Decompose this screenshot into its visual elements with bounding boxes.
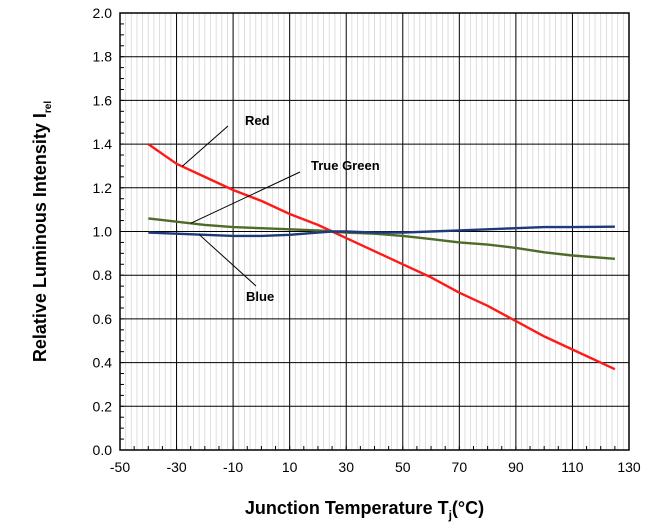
y-tick-label: 0.6: [93, 311, 113, 327]
y-axis-title-main: Relative Luminous Intensity I: [30, 113, 50, 362]
chart-annotations: Red True Green Blue: [181, 113, 380, 304]
x-tick-label: 130: [617, 459, 641, 475]
x-axis-title-unit: (°C): [452, 498, 484, 518]
chart-series: [147, 143, 616, 371]
x-tick-label: 30: [338, 459, 354, 475]
annotation-leader-line: [181, 125, 229, 167]
series-line-true-green: [148, 217, 615, 260]
y-tick-label: 2.0: [93, 5, 113, 21]
x-axis-title-main: Junction Temperature T: [245, 498, 449, 518]
x-tick-label: 110: [561, 459, 584, 475]
annotation-leader-line: [198, 234, 257, 287]
annotation-label: Blue: [246, 289, 274, 304]
y-tick-label: 0.0: [93, 442, 113, 458]
y-tick-label: 0.4: [93, 355, 113, 371]
annotation-label: True Green: [311, 158, 380, 173]
x-tick-label: 70: [452, 459, 468, 475]
y-tick-label: 1.2: [93, 180, 113, 196]
y-tick-label: 1.0: [93, 224, 113, 240]
x-tick-label: 50: [395, 459, 411, 475]
x-axis-title-sub: j: [448, 508, 452, 522]
x-tick-label: -30: [166, 459, 186, 475]
x-tick-label: 10: [282, 459, 298, 475]
x-tick-label: -10: [223, 459, 243, 475]
y-tick-label: 0.8: [93, 267, 113, 283]
annotation-label: Red: [245, 113, 270, 128]
y-tick-label: 0.2: [93, 398, 113, 414]
series-line-blue: [148, 225, 615, 238]
y-tick-label: 1.4: [93, 136, 113, 152]
y-axis-title: Relative Luminous Intensity Irel: [30, 101, 54, 363]
chart-grid: [120, 13, 629, 450]
series-line-red: [147, 143, 616, 371]
annotation-leader-line: [190, 171, 301, 224]
y-tick-label: 1.8: [93, 49, 113, 65]
axis-ticks: -50 -30 -10 10 30 50 70 90 110 130 0.0 0.2 0.4 0.6 0.8…: [93, 5, 641, 475]
x-axis-title: Junction Temperature Tj(°C): [245, 498, 484, 522]
y-axis-title-sub: rel: [43, 101, 54, 113]
x-tick-label: -50: [110, 459, 130, 475]
x-tick-label: 90: [508, 459, 524, 475]
y-tick-label: 1.6: [93, 92, 113, 108]
